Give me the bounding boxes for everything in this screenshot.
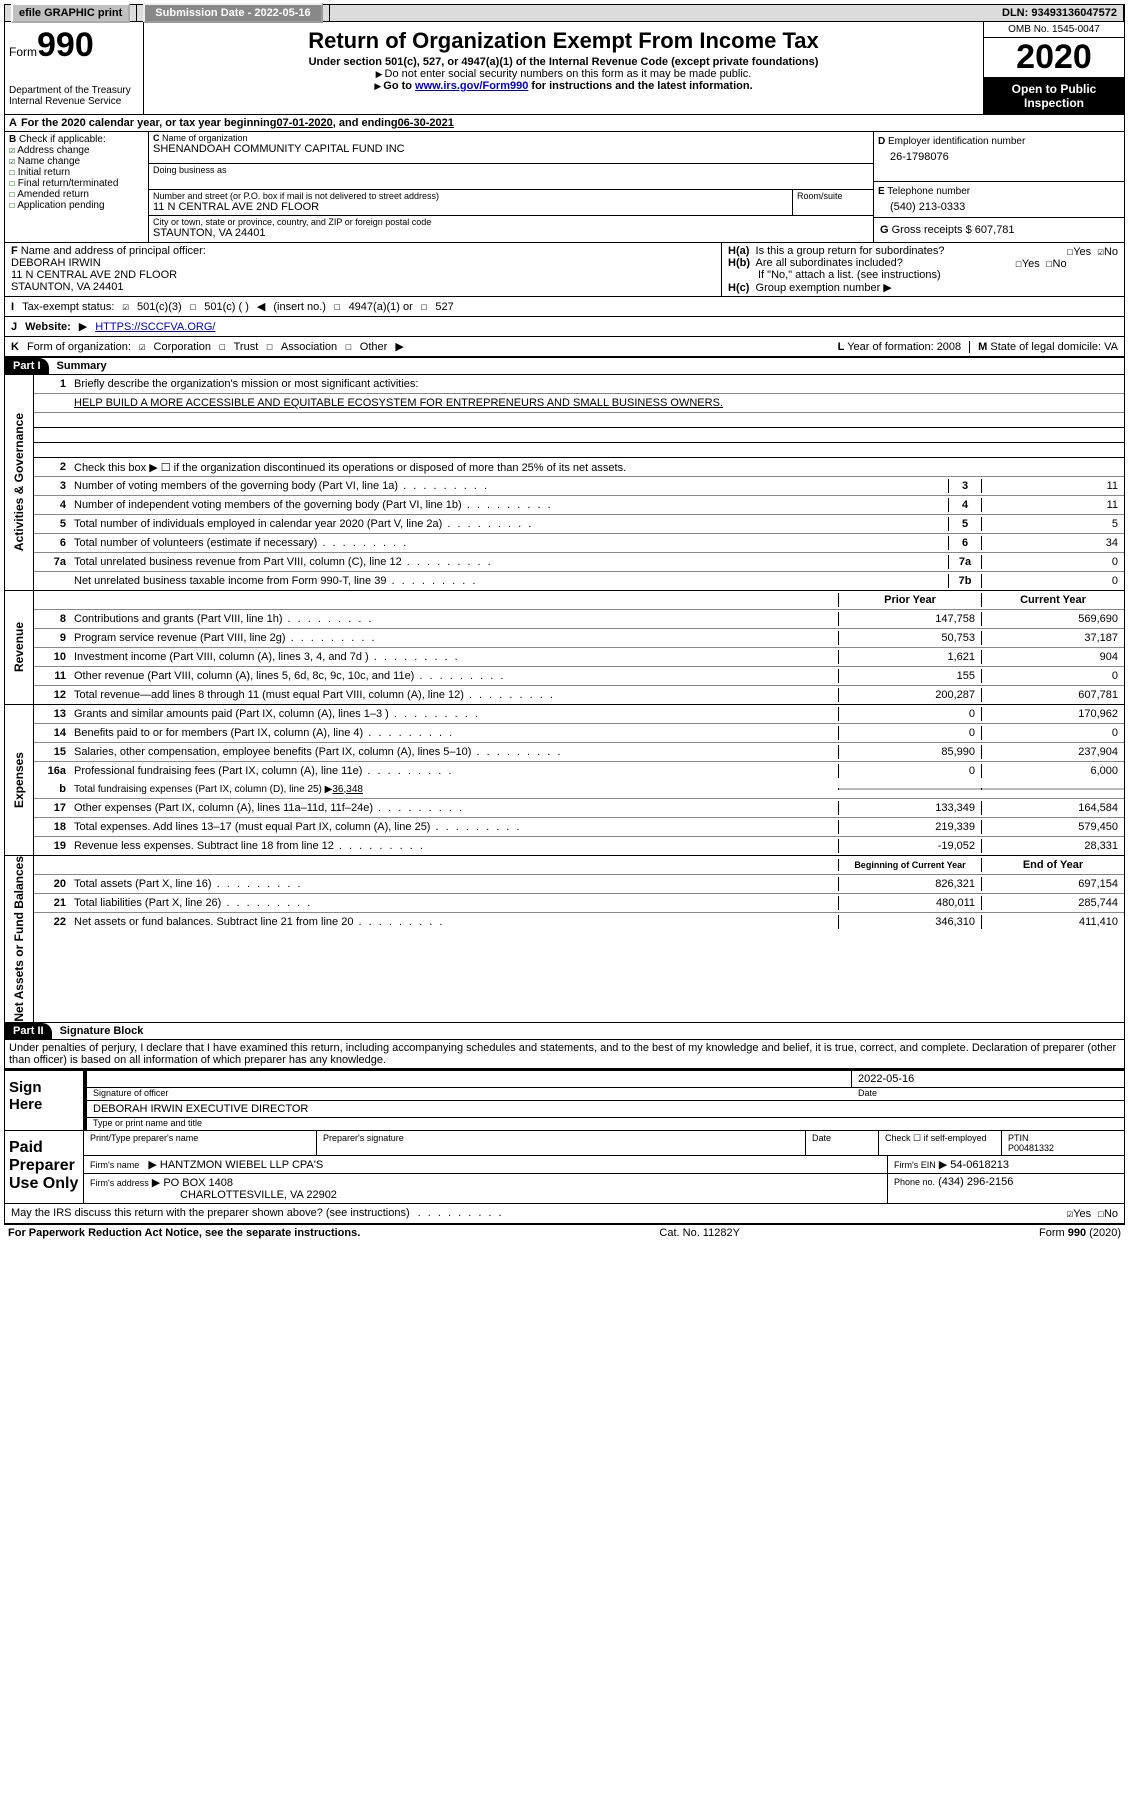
sign-here-block: Sign Here 2022-05-16 Signature of office… bbox=[4, 1069, 1125, 1131]
discuss-line: May the IRS discuss this return with the… bbox=[4, 1204, 1125, 1225]
irs-label: Internal Revenue Service bbox=[9, 96, 139, 107]
org-name: SHENANDOAH COMMUNITY CAPITAL FUND INC bbox=[149, 143, 873, 157]
tax-year-end: 06-30-2021 bbox=[398, 117, 454, 129]
summary-line: Net unrelated business taxable income fr… bbox=[34, 572, 1124, 590]
officer-addr1: 11 N CENTRAL AVE 2ND FLOOR bbox=[11, 269, 177, 281]
part2-header: Part II Signature Block bbox=[4, 1023, 1125, 1040]
checkbox-item: ☑ Name change bbox=[9, 156, 144, 167]
expenses-section: Expenses 13Grants and similar amounts pa… bbox=[4, 705, 1125, 856]
tax-year: 2020 bbox=[984, 38, 1124, 78]
website-link[interactable]: HTTPS://SCCFVA.ORG/ bbox=[95, 321, 215, 333]
firm-phone: (434) 296-2156 bbox=[938, 1176, 1013, 1188]
instructions-link-line: Go to www.irs.gov/Form990 for instructio… bbox=[148, 80, 979, 92]
part1-header: Part I Summary bbox=[4, 358, 1125, 375]
netassets-section: Net Assets or Fund Balances Beginning of… bbox=[4, 856, 1125, 1023]
form-title: Return of Organization Exempt From Incom… bbox=[148, 28, 979, 54]
city-state-zip: STAUNTON, VA 24401 bbox=[149, 227, 873, 241]
dba bbox=[149, 175, 873, 189]
signature-date: 2022-05-16 bbox=[852, 1071, 1124, 1087]
form-header: Form990 Department of the Treasury Inter… bbox=[4, 22, 1125, 115]
checkbox-item: ☑ Address change bbox=[9, 145, 144, 156]
summary-line: 17Other expenses (Part IX, column (A), l… bbox=[34, 799, 1124, 818]
officer-name: DEBORAH IRWIN bbox=[11, 257, 101, 269]
summary-line: 18Total expenses. Add lines 13–17 (must … bbox=[34, 818, 1124, 837]
revenue-section: Revenue bPrior YearCurrent Year 8Contrib… bbox=[4, 591, 1125, 705]
street-address: 11 N CENTRAL AVE 2ND FLOOR bbox=[149, 201, 792, 215]
section-i: I Tax-exempt status: ☑501(c)(3) ☐501(c) … bbox=[4, 297, 1125, 317]
open-to-public: Open to Public Inspection bbox=[984, 78, 1124, 114]
checkbox-item: ☐ Amended return bbox=[9, 189, 144, 200]
summary-line: 5Total number of individuals employed in… bbox=[34, 515, 1124, 534]
summary-line: 21Total liabilities (Part X, line 26)480… bbox=[34, 894, 1124, 913]
submission-date-button[interactable]: Submission Date - 2022-05-16 bbox=[143, 3, 322, 23]
officer-signature-name: DEBORAH IRWIN EXECUTIVE DIRECTOR bbox=[87, 1101, 1124, 1117]
summary-line: 22Net assets or fund balances. Subtract … bbox=[34, 913, 1124, 931]
section-klm: K Form of organization: ☑Corporation ☐Tr… bbox=[4, 337, 1125, 358]
page-footer: For Paperwork Reduction Act Notice, see … bbox=[4, 1225, 1125, 1241]
section-b: B Check if applicable: ☑ Address change☑… bbox=[5, 132, 149, 242]
summary-line: 4Number of independent voting members of… bbox=[34, 496, 1124, 515]
summary-line: 12Total revenue—add lines 8 through 11 (… bbox=[34, 686, 1124, 704]
summary-line: 3Number of voting members of the governi… bbox=[34, 477, 1124, 496]
form-subtitle: Under section 501(c), 527, or 4947(a)(1)… bbox=[148, 56, 979, 68]
firm-address: PO BOX 1408 bbox=[163, 1177, 233, 1189]
summary-line: 20Total assets (Part X, line 16)826,3216… bbox=[34, 875, 1124, 894]
perjury-statement: Under penalties of perjury, I declare th… bbox=[4, 1040, 1125, 1069]
year-formation: 2008 bbox=[937, 341, 961, 353]
checkbox-item: ☐ Final return/terminated bbox=[9, 178, 144, 189]
checkbox-item: ☐ Initial return bbox=[9, 167, 144, 178]
summary-line: 10Investment income (Part VIII, column (… bbox=[34, 648, 1124, 667]
summary-line: 6Total number of volunteers (estimate if… bbox=[34, 534, 1124, 553]
dln: DLN: 93493136047572 bbox=[996, 5, 1124, 21]
officer-group-block: F Name and address of principal officer:… bbox=[4, 243, 1125, 297]
summary-line: 13Grants and similar amounts paid (Part … bbox=[34, 705, 1124, 724]
state-domicile: VA bbox=[1104, 341, 1118, 353]
firm-name: HANTZMON WIEBEL LLP CPA'S bbox=[160, 1159, 323, 1171]
governance-section: Activities & Governance 1Briefly describ… bbox=[4, 375, 1125, 591]
ein: 26-1798076 bbox=[878, 147, 1120, 163]
tax-year-begin: 07-01-2020 bbox=[277, 117, 333, 129]
gross-receipts: 607,781 bbox=[975, 224, 1015, 236]
paid-preparer-block: Paid Preparer Use Only Print/Type prepar… bbox=[4, 1131, 1125, 1204]
mission: HELP BUILD A MORE ACCESSIBLE AND EQUITAB… bbox=[74, 397, 723, 409]
summary-line: 19Revenue less expenses. Subtract line 1… bbox=[34, 837, 1124, 855]
efile-print-button[interactable]: efile GRAPHIC print bbox=[11, 3, 130, 23]
telephone: (540) 213-0333 bbox=[878, 197, 1120, 213]
summary-line: 16aProfessional fundraising fees (Part I… bbox=[34, 762, 1124, 780]
summary-line: 7aTotal unrelated business revenue from … bbox=[34, 553, 1124, 572]
summary-line: 15Salaries, other compensation, employee… bbox=[34, 743, 1124, 762]
org-info-block: B Check if applicable: ☑ Address change☑… bbox=[4, 132, 1125, 243]
summary-line: 9Program service revenue (Part VIII, lin… bbox=[34, 629, 1124, 648]
ssn-note: Do not enter social security numbers on … bbox=[148, 68, 979, 80]
section-a: A For the 2020 calendar year, or tax yea… bbox=[4, 115, 1125, 132]
omb-number: OMB No. 1545-0047 bbox=[984, 22, 1124, 38]
checkbox-item: ☐ Application pending bbox=[9, 200, 144, 211]
section-j: J Website: ▶ HTTPS://SCCFVA.ORG/ bbox=[4, 317, 1125, 337]
summary-line: 8Contributions and grants (Part VIII, li… bbox=[34, 610, 1124, 629]
dept-treasury: Department of the Treasury bbox=[9, 85, 139, 96]
instructions-link[interactable]: www.irs.gov/Form990 bbox=[415, 80, 528, 92]
form-number: Form990 bbox=[9, 26, 139, 65]
officer-addr2: STAUNTON, VA 24401 bbox=[11, 281, 124, 293]
ptin: P00481332 bbox=[1008, 1143, 1054, 1153]
firm-ein: 54-0618213 bbox=[950, 1159, 1009, 1171]
summary-line: 14Benefits paid to or for members (Part … bbox=[34, 724, 1124, 743]
top-bar: efile GRAPHIC print Submission Date - 20… bbox=[4, 4, 1125, 22]
summary-line: 11Other revenue (Part VIII, column (A), … bbox=[34, 667, 1124, 686]
